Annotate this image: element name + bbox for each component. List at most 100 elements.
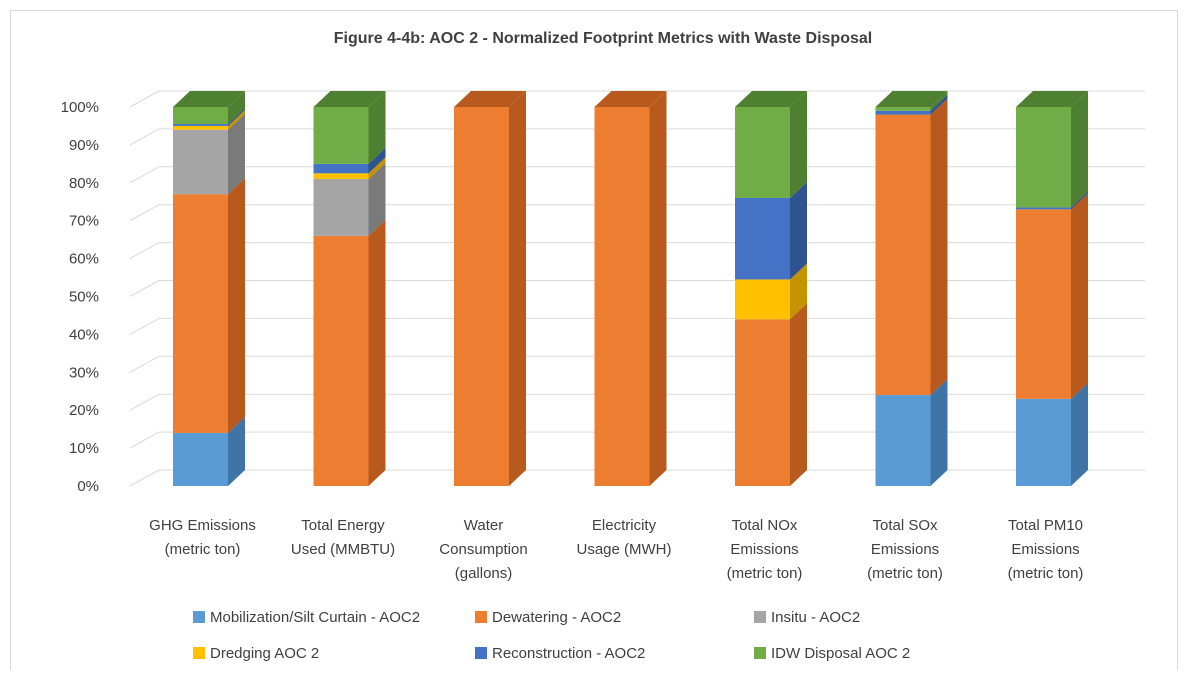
bar-segment [173, 124, 228, 126]
legend-swatch [193, 647, 205, 659]
legend-label: IDW Disposal AOC 2 [771, 645, 910, 662]
bar-segment-side [930, 379, 948, 486]
gridline-depth [129, 469, 160, 487]
bar-segment [173, 194, 228, 433]
bar-stack [454, 91, 526, 486]
legend-item: Insitu - AOC2 [754, 609, 860, 626]
bar-segment [875, 395, 931, 486]
bar-segment-side [1071, 382, 1088, 486]
x-category-label: Total SOx Emissions (metric ton) [867, 517, 943, 582]
bar-segment [454, 107, 509, 486]
legend-item: IDW Disposal AOC 2 [754, 645, 910, 662]
gridline-depth [129, 90, 160, 108]
y-tick-label: 0% [77, 478, 99, 495]
bar-segment-side [368, 157, 386, 180]
legend-item: Dewatering - AOC2 [475, 609, 621, 626]
legend-swatch [475, 647, 487, 659]
x-category-label: Total Energy Used (MMBTU) [291, 517, 395, 558]
bar-segment [735, 319, 790, 486]
bar-segment-side [790, 91, 807, 198]
legend-swatch [754, 611, 766, 623]
bar-segment-side [509, 91, 526, 486]
bar-stack [735, 91, 807, 486]
bar-segment-side [649, 91, 667, 486]
legend-label: Mobilization/Silt Curtain - AOC2 [210, 609, 420, 626]
bar-segment [1016, 398, 1071, 486]
bar-segment [173, 129, 228, 195]
gridline-depth [129, 393, 160, 411]
y-tick-label: 50% [69, 289, 99, 306]
legend-item: Reconstruction - AOC2 [475, 645, 645, 662]
y-tick-label: 100% [61, 99, 99, 116]
bar-segment [313, 179, 369, 236]
bar-segment [313, 173, 369, 180]
y-tick-label: 70% [69, 213, 99, 230]
chart-title: Figure 4-4b: AOC 2 - Normalized Footprin… [334, 30, 872, 47]
x-category-label: Water Consumption (gallons) [439, 517, 527, 582]
bar-top-face [594, 91, 667, 107]
x-category-label: Total NOx Emissions (metric ton) [727, 517, 803, 582]
bar-segment-side [790, 181, 807, 280]
legend: Mobilization/Silt Curtain - AOC2 Dewateri… [193, 609, 910, 662]
bar-segment [313, 107, 369, 164]
x-axis-category-labels: GHG Emissions (metric ton) Total Energy Use… [149, 517, 1083, 582]
bar-segment [735, 107, 790, 198]
y-tick-label: 80% [69, 175, 99, 192]
bar-segment [735, 197, 790, 280]
bar-segment-side [790, 303, 807, 486]
bar-segment [1016, 209, 1071, 399]
bar-segment-side [368, 163, 386, 236]
bar-segment [173, 432, 228, 486]
bar-segment-side [228, 91, 245, 125]
bar-segment [735, 279, 790, 320]
gridline-depth [129, 431, 160, 449]
bar-segment [173, 125, 228, 130]
bar-segment-side [228, 416, 245, 486]
bars [173, 91, 1088, 487]
y-tick-label: 30% [69, 364, 99, 381]
y-tick-label: 60% [69, 251, 99, 268]
legend-swatch [193, 611, 205, 623]
bar-segment-side [228, 113, 245, 195]
x-category-label: Total PM10 Emissions (metric ton) [1008, 517, 1084, 582]
bar-segment-side [1071, 91, 1088, 208]
bar-segment-side [228, 109, 245, 130]
bar-segment [313, 163, 369, 174]
gridline-depth [129, 355, 160, 373]
legend-label: Dredging AOC 2 [210, 645, 319, 662]
bar-segment [173, 107, 228, 125]
bar-stack [594, 91, 667, 486]
y-tick-label: 90% [69, 137, 99, 154]
bar-segment-side [930, 94, 948, 115]
legend-swatch [754, 647, 766, 659]
bar-segment [594, 107, 650, 486]
bar-segment-side [790, 263, 807, 320]
bar-segment-side [1071, 193, 1088, 399]
bar-segment-side [228, 178, 245, 433]
bar-stack [313, 91, 386, 487]
x-category-label: Electricity Usage (MWH) [576, 517, 671, 558]
gridline-depth [129, 317, 160, 335]
gridline-depth [129, 166, 160, 184]
bar-segment [1016, 207, 1071, 210]
gridline-depth [129, 280, 160, 297]
bar-segment-side [1071, 191, 1088, 210]
legend-item: Mobilization/Silt Curtain - AOC2 [193, 609, 420, 626]
bar-top-face [313, 91, 386, 107]
legend-label: Reconstruction - AOC2 [492, 645, 645, 662]
x-category-label: GHG Emissions (metric ton) [149, 517, 256, 558]
bar-top-face [735, 91, 807, 107]
bar-segment [1016, 107, 1071, 208]
bar-top-face [1016, 91, 1088, 107]
bar-stack [1016, 91, 1088, 486]
bar-segment-side [368, 147, 386, 174]
y-tick-label: 10% [69, 440, 99, 457]
bar-top-face [454, 91, 526, 107]
bar-top-face [875, 91, 948, 107]
gridline-depth [129, 242, 160, 260]
chart-border [10, 10, 1178, 670]
bar-stack [173, 91, 245, 486]
bar-segment [875, 107, 931, 111]
gridline-depth [129, 204, 160, 222]
